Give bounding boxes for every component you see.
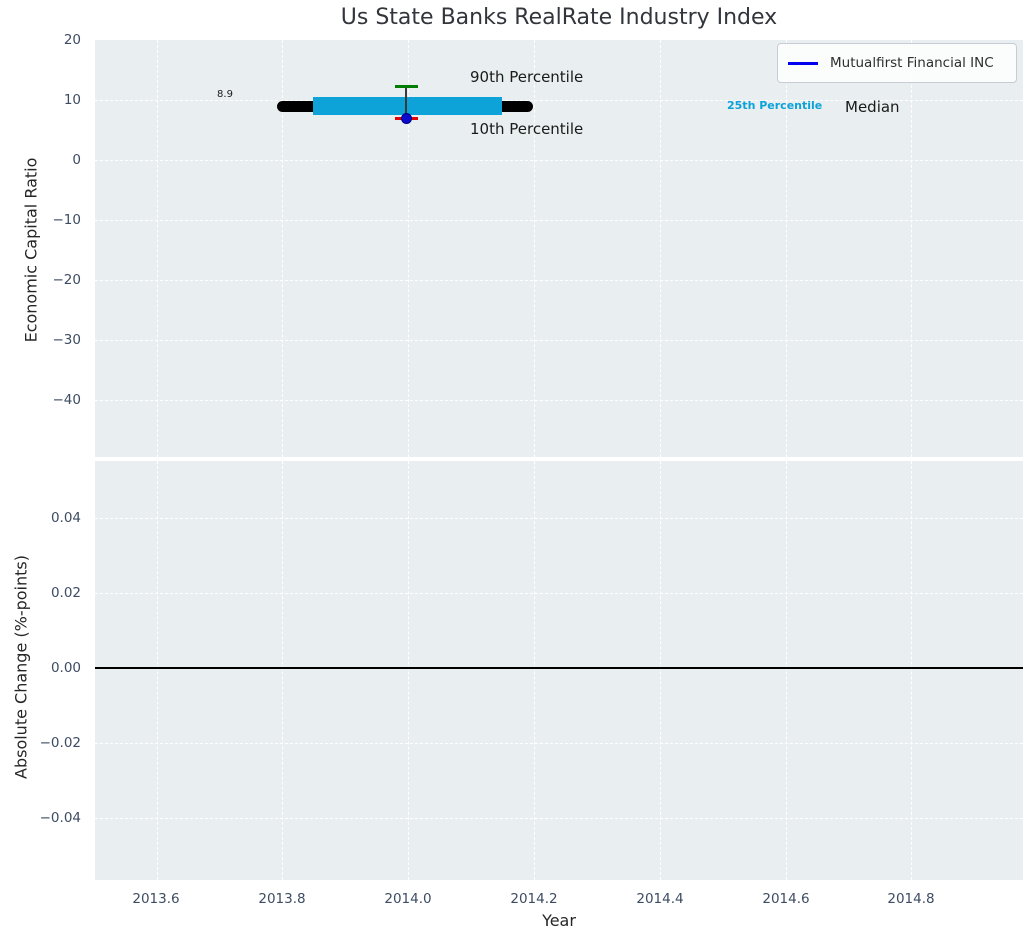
horizontal-gridline (95, 593, 1023, 594)
whisker-line (405, 87, 407, 119)
x-tick-label: 2014.4 (636, 891, 684, 907)
p90-cap (395, 85, 418, 88)
top-y-tick-label: −30 (52, 332, 82, 348)
x-tick-label: 2013.8 (258, 891, 306, 907)
top-y-axis-label: Economic Capital Ratio (21, 157, 41, 343)
x-tick-label: 2014.8 (887, 891, 935, 907)
vertical-gridline (157, 461, 158, 880)
vertical-gridline (282, 461, 283, 880)
vertical-gridline (911, 461, 912, 880)
x-tick-label: 2014.6 (762, 891, 810, 907)
horizontal-gridline (95, 743, 1023, 744)
horizontal-gridline (95, 100, 1023, 101)
top-plot-area: 8.9 90th Percentile 10th Percentile 25th… (95, 40, 1023, 457)
bottom-y-tick-label: −0.04 (39, 810, 81, 826)
vertical-gridline (408, 40, 409, 457)
legend-label: Mutualfirst Financial INC (830, 55, 994, 71)
vertical-gridline (534, 40, 535, 457)
median-value-label: 8.9 (217, 89, 233, 100)
x-tick-label: 2014.2 (510, 891, 558, 907)
bottom-y-tick-label: 0.04 (50, 510, 81, 526)
median-annotation: Median (845, 98, 900, 116)
vertical-gridline (660, 40, 661, 457)
zero-line (95, 667, 1023, 669)
vertical-gridline (408, 461, 409, 880)
p90-annotation: 90th Percentile (470, 68, 584, 86)
top-y-tick-label: −10 (52, 212, 82, 228)
percentile-band-25-75 (313, 97, 502, 115)
bottom-plot-area (95, 461, 1023, 880)
vertical-gridline (786, 40, 787, 457)
legend-line-swatch (788, 61, 818, 65)
company-data-point (401, 113, 412, 124)
top-y-tick-label: 20 (63, 32, 81, 48)
horizontal-gridline (95, 160, 1023, 161)
top-y-tick-label: 10 (63, 92, 81, 108)
vertical-gridline (534, 461, 535, 880)
vertical-gridline (157, 40, 158, 457)
horizontal-gridline (95, 518, 1023, 519)
bottom-y-tick-label: 0.00 (50, 660, 81, 676)
p25-annotation: 25th Percentile (727, 99, 823, 112)
vertical-gridline (786, 461, 787, 880)
x-axis-label: Year (542, 911, 576, 930)
x-tick-label: 2014.0 (384, 891, 432, 907)
vertical-gridline (282, 40, 283, 457)
vertical-gridline (660, 461, 661, 880)
horizontal-gridline (95, 280, 1023, 281)
legend: Mutualfirst Financial INC (777, 43, 1017, 83)
x-tick-label: 2013.6 (132, 891, 180, 907)
horizontal-gridline (95, 340, 1023, 341)
horizontal-gridline (95, 818, 1023, 819)
bottom-y-tick-label: −0.02 (39, 735, 81, 751)
horizontal-gridline (95, 220, 1023, 221)
top-y-tick-label: −20 (52, 272, 82, 288)
chart-title: Us State Banks RealRate Industry Index (340, 5, 778, 30)
top-y-tick-label: −40 (52, 392, 82, 408)
p10-annotation: 10th Percentile (470, 120, 584, 138)
bottom-y-tick-label: 0.02 (50, 585, 81, 601)
vertical-gridline (911, 40, 912, 457)
top-y-tick-label: 0 (72, 152, 81, 168)
horizontal-gridline (95, 400, 1023, 401)
